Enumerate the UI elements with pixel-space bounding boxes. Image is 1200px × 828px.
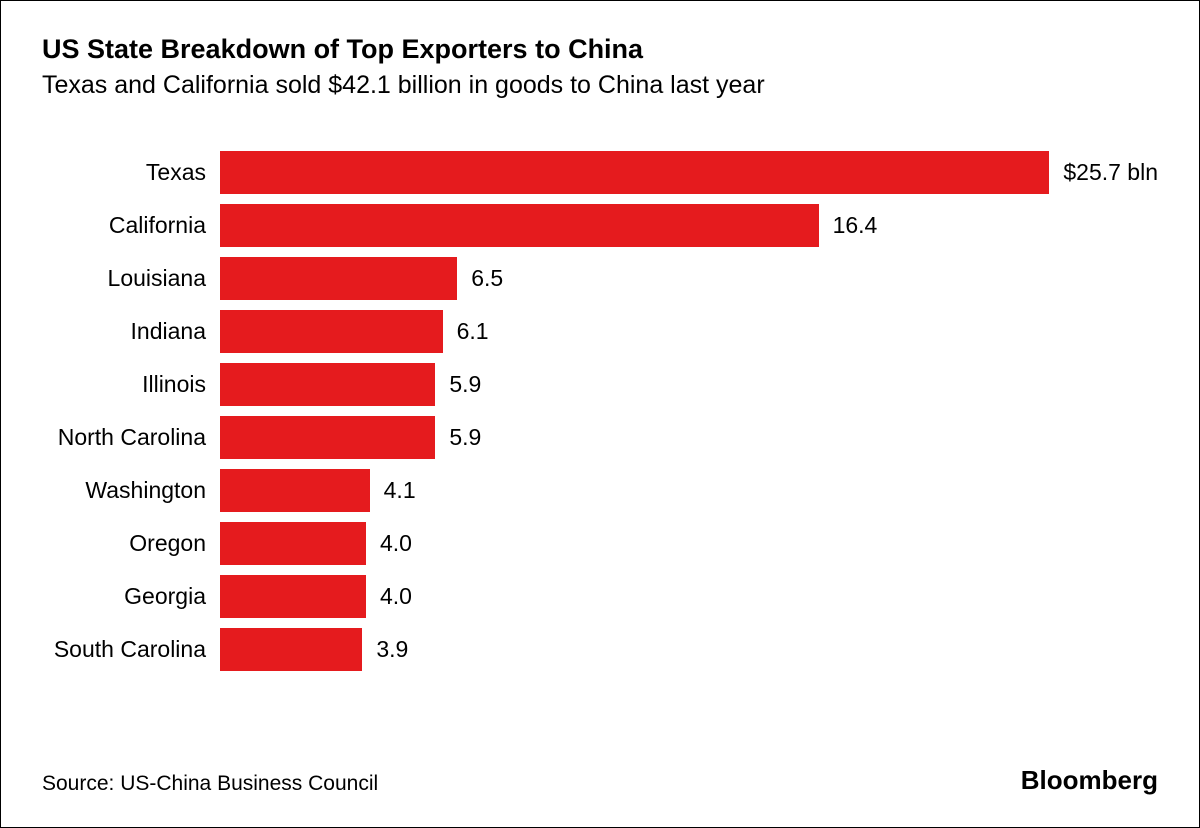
bar [220, 151, 1049, 193]
chart-subtitle: Texas and California sold $42.1 billion … [42, 71, 1158, 100]
bar-row: California 16.4 [42, 199, 1158, 252]
bar [220, 575, 366, 617]
category-label: Illinois [42, 371, 220, 398]
bar [220, 204, 819, 246]
category-label: California [42, 212, 220, 239]
value-label: 5.9 [449, 371, 481, 398]
bar [220, 310, 443, 352]
bar-row: Illinois 5.9 [42, 358, 1158, 411]
bar-track: 4.0 [220, 517, 1158, 570]
bar-track: 4.0 [220, 570, 1158, 623]
category-label: Louisiana [42, 265, 220, 292]
bar-row: North Carolina 5.9 [42, 411, 1158, 464]
bar-row: Louisiana 6.5 [42, 252, 1158, 305]
value-label: 4.0 [380, 583, 412, 610]
chart-container: US State Breakdown of Top Exporters to C… [42, 34, 1158, 798]
category-label: Indiana [42, 318, 220, 345]
value-label: 6.1 [457, 318, 489, 345]
bar-row: Indiana 6.1 [42, 305, 1158, 358]
category-label: South Carolina [42, 636, 220, 663]
bar [220, 469, 370, 511]
bar-chart: Texas $25.7 bln California 16.4 Louisiana 6.5… [42, 146, 1158, 676]
bar-row: South Carolina 3.9 [42, 623, 1158, 676]
bar-track: 5.9 [220, 358, 1158, 411]
category-label: Texas [42, 159, 220, 186]
bar-row: Texas $25.7 bln [42, 146, 1158, 199]
value-label: $25.7 bln [1063, 159, 1158, 186]
bar [220, 522, 366, 564]
value-label: 4.1 [384, 477, 416, 504]
bar [220, 416, 435, 458]
bar-track: 6.1 [220, 305, 1158, 358]
chart-title: US State Breakdown of Top Exporters to C… [42, 34, 1158, 65]
bar-track: $25.7 bln [220, 146, 1158, 199]
value-label: 5.9 [449, 424, 481, 451]
bar [220, 628, 362, 670]
bar-row: Oregon 4.0 [42, 517, 1158, 570]
bar [220, 363, 435, 405]
value-label: 16.4 [833, 212, 878, 239]
bar-track: 6.5 [220, 252, 1158, 305]
bar-track: 4.1 [220, 464, 1158, 517]
category-label: Washington [42, 477, 220, 504]
bar-row: Washington 4.1 [42, 464, 1158, 517]
category-label: North Carolina [42, 424, 220, 451]
value-label: 4.0 [380, 530, 412, 557]
bar [220, 257, 457, 299]
brand-logo: Bloomberg [1021, 765, 1158, 796]
chart-footer: Source: US-China Business Council Bloomb… [42, 765, 1158, 796]
value-label: 6.5 [471, 265, 503, 292]
bar-track: 3.9 [220, 623, 1158, 676]
bar-row: Georgia 4.0 [42, 570, 1158, 623]
bar-track: 16.4 [220, 199, 1158, 252]
category-label: Georgia [42, 583, 220, 610]
source-text: Source: US-China Business Council [42, 772, 378, 796]
category-label: Oregon [42, 530, 220, 557]
value-label: 3.9 [376, 636, 408, 663]
bar-track: 5.9 [220, 411, 1158, 464]
